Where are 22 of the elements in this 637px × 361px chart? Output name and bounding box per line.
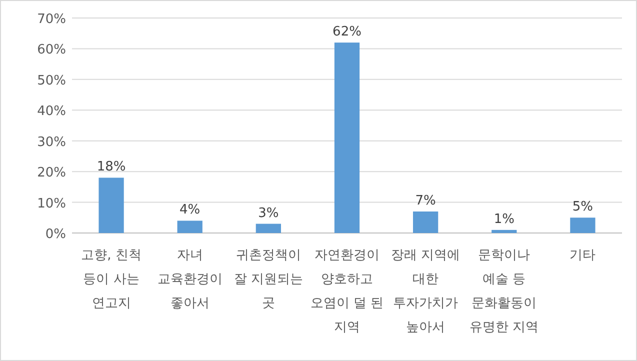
data-label: 1% (494, 212, 514, 227)
x-tick-label: 자연환경이 양호하고 오염이 덜 된 지역 (310, 248, 384, 335)
y-tick-label: 60% (37, 42, 66, 58)
data-label: 5% (572, 200, 594, 215)
data-label: 18% (96, 160, 126, 175)
data-label: 62% (332, 24, 362, 40)
x-tick-label: 귀촌정책이 잘 지원되는 곳 (234, 248, 303, 311)
data-label: 7% (415, 194, 436, 208)
y-tick-label: 50% (37, 73, 66, 88)
y-tick-label: 30% (37, 134, 66, 150)
x-tick-label: 자녀 교육환경이 좋아서 (157, 248, 222, 311)
x-tick-label: 문학이나 예술 등 문화활동이 유명한 지역 (470, 248, 539, 335)
y-tick-label: 70% (37, 12, 66, 27)
y-tick-label: 40% (37, 104, 66, 120)
x-tick-label: 장래 지역에 대한 투자가치가 높아서 (391, 248, 460, 335)
data-label: 3% (258, 206, 279, 221)
y-tick-label: 20% (37, 166, 66, 181)
data-label: 4% (180, 202, 200, 218)
y-tick-label: 0% (45, 227, 66, 242)
x-tick-label: 기타 (570, 248, 596, 263)
y-tick-label: 10% (37, 196, 66, 212)
x-tick-label: 고향, 친척 등이 사는 연고지 (81, 248, 142, 311)
